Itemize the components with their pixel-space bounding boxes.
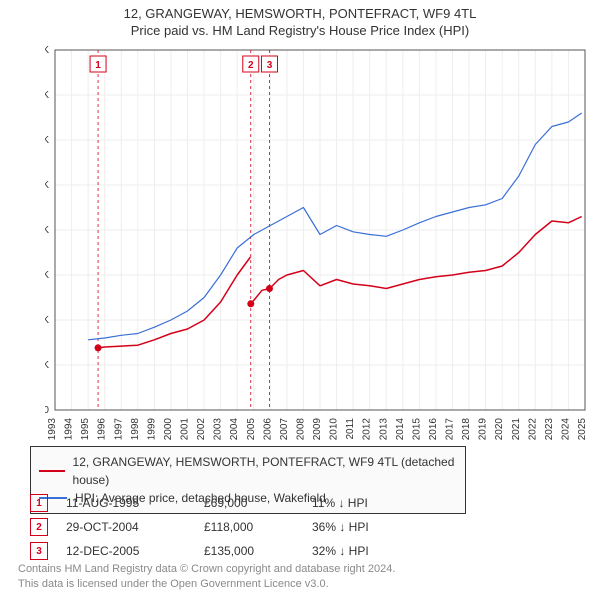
svg-text:2025: 2025 bbox=[577, 418, 588, 441]
legend-label: 12, GRANGEWAY, HEMSWORTH, PONTEFRACT, WF… bbox=[73, 453, 457, 489]
svg-text:3: 3 bbox=[267, 60, 273, 71]
attribution-footer: Contains HM Land Registry data © Crown c… bbox=[18, 562, 395, 590]
svg-text:2015: 2015 bbox=[411, 418, 422, 441]
svg-text:2023: 2023 bbox=[544, 418, 555, 441]
line-chart: £0 £50K £100K £150K £200K £250K £300K £350K £400… bbox=[45, 46, 595, 456]
title-subtitle: Price paid vs. HM Land Registry's House … bbox=[0, 23, 600, 38]
svg-text:2009: 2009 bbox=[312, 418, 323, 441]
svg-text:£250K: £250K bbox=[45, 180, 49, 191]
svg-text:2013: 2013 bbox=[378, 418, 389, 441]
svg-text:£350K: £350K bbox=[45, 90, 49, 101]
sale-marker-row: 1 11-AUG-1995 £69,000 11% ↓ HPI bbox=[30, 494, 432, 512]
svg-text:2001: 2001 bbox=[180, 418, 191, 441]
chart-titles: 12, GRANGEWAY, HEMSWORTH, PONTEFRACT, WF… bbox=[0, 0, 600, 38]
svg-text:1999: 1999 bbox=[146, 418, 157, 441]
svg-text:£100K: £100K bbox=[45, 315, 49, 326]
sale-hpi-delta: 32% ↓ HPI bbox=[312, 544, 432, 558]
svg-text:£50K: £50K bbox=[45, 360, 49, 371]
svg-text:2010: 2010 bbox=[329, 418, 340, 441]
sale-marker-badge: 3 bbox=[30, 542, 48, 560]
svg-text:2006: 2006 bbox=[262, 418, 273, 441]
footer-line-2: This data is licensed under the Open Gov… bbox=[18, 577, 395, 590]
sale-marker-row: 2 29-OCT-2004 £118,000 36% ↓ HPI bbox=[30, 518, 432, 536]
sale-price: £135,000 bbox=[204, 544, 294, 558]
sales-marker-table: 1 11-AUG-1995 £69,000 11% ↓ HPI 2 29-OCT-2004… bbox=[30, 494, 432, 566]
svg-text:2018: 2018 bbox=[461, 418, 472, 441]
footer-line-1: Contains HM Land Registry data © Crown c… bbox=[18, 562, 395, 577]
svg-text:2004: 2004 bbox=[229, 418, 240, 441]
svg-text:2005: 2005 bbox=[246, 418, 257, 441]
sale-price: £69,000 bbox=[204, 496, 294, 510]
sale-date: 11-AUG-1995 bbox=[66, 496, 186, 510]
svg-text:2022: 2022 bbox=[527, 418, 538, 441]
svg-text:£150K: £150K bbox=[45, 270, 49, 281]
sale-price: £118,000 bbox=[204, 520, 294, 534]
svg-text:2000: 2000 bbox=[163, 418, 174, 441]
legend-swatch bbox=[39, 470, 65, 472]
svg-text:1: 1 bbox=[95, 60, 101, 71]
svg-text:2020: 2020 bbox=[494, 418, 505, 441]
svg-text:1994: 1994 bbox=[64, 418, 75, 441]
svg-text:2002: 2002 bbox=[196, 418, 207, 441]
sale-date: 29-OCT-2004 bbox=[66, 520, 186, 534]
svg-text:2: 2 bbox=[248, 60, 254, 71]
chart-container: 12, GRANGEWAY, HEMSWORTH, PONTEFRACT, WF… bbox=[0, 0, 600, 590]
svg-text:2016: 2016 bbox=[428, 418, 439, 441]
sale-hpi-delta: 11% ↓ HPI bbox=[312, 496, 432, 510]
sale-marker-badge: 2 bbox=[30, 518, 48, 536]
svg-text:£300K: £300K bbox=[45, 135, 49, 146]
sale-hpi-delta: 36% ↓ HPI bbox=[312, 520, 432, 534]
svg-text:2017: 2017 bbox=[445, 418, 456, 441]
svg-text:2007: 2007 bbox=[279, 418, 290, 441]
sale-marker-row: 3 12-DEC-2005 £135,000 32% ↓ HPI bbox=[30, 542, 432, 560]
legend-row: 12, GRANGEWAY, HEMSWORTH, PONTEFRACT, WF… bbox=[39, 453, 457, 489]
svg-text:£200K: £200K bbox=[45, 225, 49, 236]
svg-text:1998: 1998 bbox=[130, 418, 141, 441]
svg-text:2024: 2024 bbox=[560, 418, 571, 441]
svg-text:£0: £0 bbox=[45, 405, 49, 416]
svg-text:1996: 1996 bbox=[97, 418, 108, 441]
svg-text:2014: 2014 bbox=[395, 418, 406, 441]
svg-text:1997: 1997 bbox=[113, 418, 124, 441]
svg-text:1995: 1995 bbox=[80, 418, 91, 441]
sale-date: 12-DEC-2005 bbox=[66, 544, 186, 558]
svg-text:1993: 1993 bbox=[47, 418, 58, 441]
sale-marker-badge: 1 bbox=[30, 494, 48, 512]
title-address: 12, GRANGEWAY, HEMSWORTH, PONTEFRACT, WF… bbox=[0, 6, 600, 21]
svg-text:2012: 2012 bbox=[362, 418, 373, 441]
svg-text:£400K: £400K bbox=[45, 46, 49, 56]
svg-text:2019: 2019 bbox=[478, 418, 489, 441]
svg-text:2003: 2003 bbox=[213, 418, 224, 441]
svg-text:2011: 2011 bbox=[345, 418, 356, 440]
svg-text:2008: 2008 bbox=[295, 418, 306, 441]
svg-text:2021: 2021 bbox=[511, 418, 522, 441]
